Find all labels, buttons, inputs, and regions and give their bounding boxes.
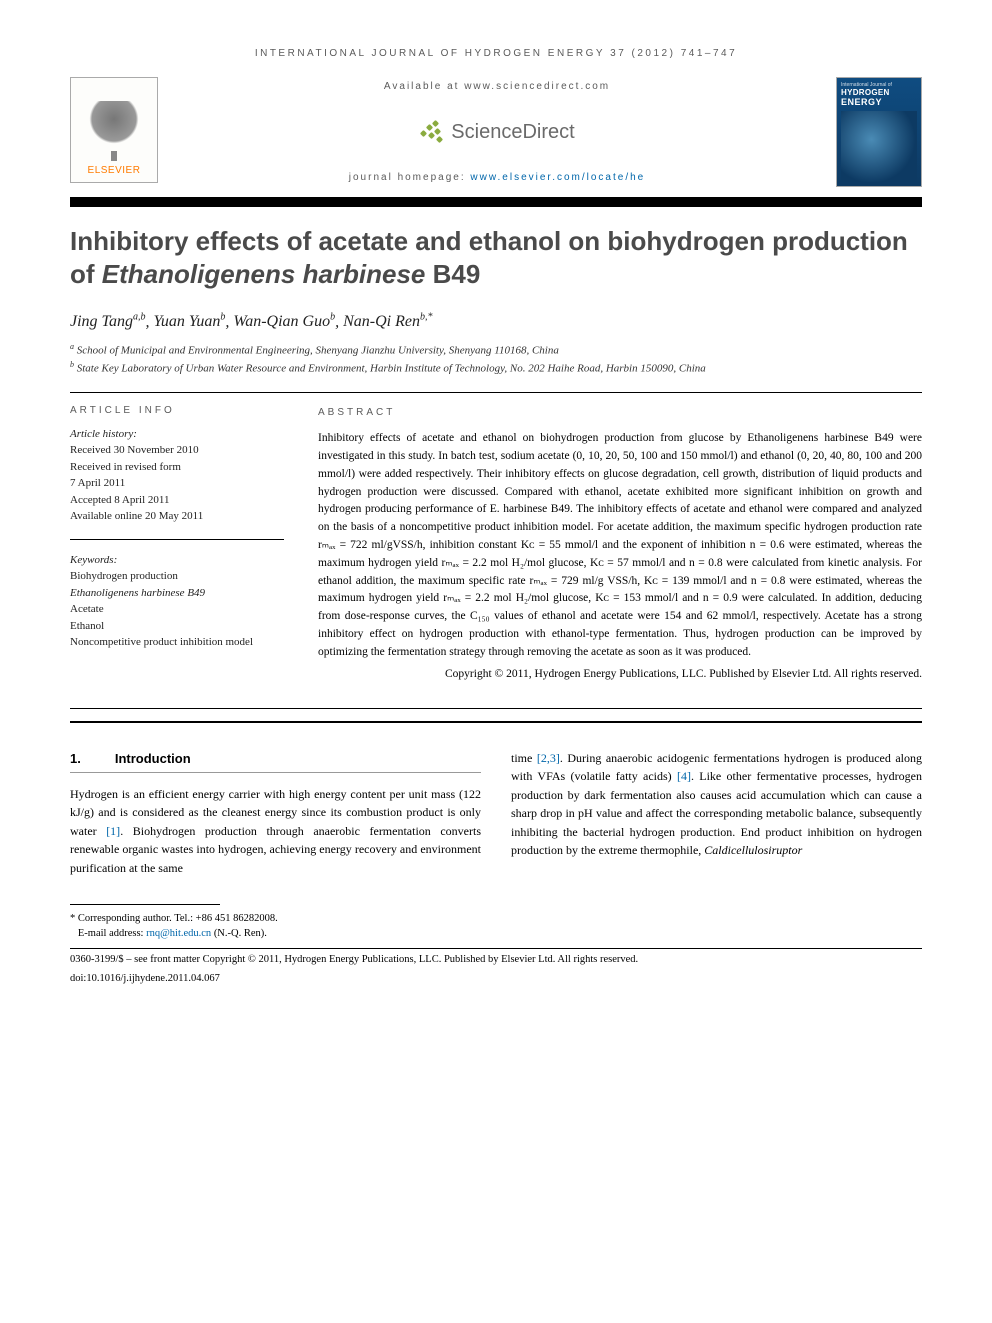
thick-divider: [70, 721, 922, 723]
section-number: 1.: [70, 749, 81, 769]
sciencedirect-mark-icon: [419, 119, 445, 145]
footnotes: * Corresponding author. Tel.: +86 451 86…: [70, 911, 922, 943]
keyword: Biohydrogen production: [70, 568, 284, 585]
title-part-italic: Ethanoligenens harbinese: [102, 259, 426, 289]
email-link[interactable]: rnq@hit.edu.cn: [146, 928, 211, 939]
history-item: Received 30 November 2010: [70, 442, 284, 459]
front-matter-line: 0360-3199/$ – see front matter Copyright…: [70, 952, 922, 968]
divider: [70, 539, 284, 540]
keywords-label: Keywords:: [70, 552, 284, 569]
elsevier-logo: ELSEVIER: [70, 77, 158, 183]
keyword: Ethanol: [70, 618, 284, 635]
sciencedirect-wordmark: ScienceDirect: [451, 121, 574, 144]
divider: [70, 708, 922, 709]
doi-line: doi:10.1016/j.ijhydene.2011.04.067: [70, 971, 922, 987]
author: Wan-Qian Guob: [233, 313, 335, 330]
footnote-rule: [70, 904, 220, 905]
email-line: E-mail address: rnq@hit.edu.cn (N.-Q. Re…: [70, 926, 922, 942]
citation-link[interactable]: [1]: [106, 824, 120, 838]
cover-line3: ENERGY: [841, 97, 917, 107]
masthead-row: ELSEVIER Available at www.sciencedirect.…: [70, 77, 922, 187]
body-column-right: time [2,3]. During anaerobic acidogenic …: [511, 749, 922, 878]
article-info-head: ARTICLE INFO: [70, 405, 284, 416]
history-item: Received in revised form: [70, 459, 284, 476]
elsevier-tree-icon: [89, 101, 139, 161]
affiliation: b State Key Laboratory of Urban Water Re…: [70, 359, 922, 377]
body-column-left: 1. Introduction Hydrogen is an efficient…: [70, 749, 481, 878]
cover-line2: HYDROGEN: [841, 88, 917, 97]
cover-image-icon: [841, 111, 917, 182]
divider: [70, 948, 922, 949]
section-heading: 1. Introduction: [70, 749, 481, 773]
journal-homepage-line: journal homepage: www.elsevier.com/locat…: [176, 172, 818, 183]
available-at-line: Available at www.sciencedirect.com: [176, 81, 818, 92]
paragraph: Hydrogen is an efficient energy carrier …: [70, 785, 481, 878]
citation-link[interactable]: [4]: [677, 769, 691, 783]
author-list: Jing Tanga,b, Yuan Yuanb, Wan-Qian Guob,…: [70, 312, 922, 331]
history-label: Article history:: [70, 426, 284, 443]
keyword: Noncompetitive product inhibition model: [70, 634, 284, 651]
author: Yuan Yuanb: [153, 313, 225, 330]
affiliations: a School of Municipal and Environmental …: [70, 341, 922, 377]
affiliation: a School of Municipal and Environmental …: [70, 341, 922, 359]
corresponding-author: * Corresponding author. Tel.: +86 451 86…: [70, 911, 922, 927]
article-history: Article history: Received 30 November 20…: [70, 426, 284, 525]
doi-link[interactable]: 10.1016/j.ijhydene.2011.04.067: [86, 973, 219, 984]
homepage-link[interactable]: www.elsevier.com/locate/he: [470, 172, 645, 183]
author: Nan-Qi Renb,*: [343, 313, 432, 330]
paragraph: time [2,3]. During anaerobic acidogenic …: [511, 749, 922, 861]
journal-cover-thumbnail: International Journal of HYDROGEN ENERGY: [836, 77, 922, 187]
citation-link[interactable]: [2,3]: [537, 751, 560, 765]
running-head: INTERNATIONAL JOURNAL OF HYDROGEN ENERGY…: [70, 48, 922, 59]
history-item: 7 April 2011: [70, 475, 284, 492]
info-abstract-row: ARTICLE INFO Article history: Received 3…: [70, 405, 922, 684]
cover-line1: International Journal of: [841, 82, 917, 88]
homepage-prefix: journal homepage:: [349, 172, 471, 183]
abstract-column: ABSTRACT Inhibitory effects of acetate a…: [318, 405, 922, 684]
history-item: Available online 20 May 2011: [70, 508, 284, 525]
article-info-column: ARTICLE INFO Article history: Received 3…: [70, 405, 284, 684]
history-item: Accepted 8 April 2011: [70, 492, 284, 509]
abstract-body: Inhibitory effects of acetate and ethano…: [318, 430, 922, 662]
title-top-bar: [70, 197, 922, 207]
abstract-copyright: Copyright © 2011, Hydrogen Energy Public…: [318, 666, 922, 684]
sciencedirect-logo: ScienceDirect: [176, 119, 818, 145]
author: Jing Tanga,b: [70, 313, 145, 330]
body-columns: 1. Introduction Hydrogen is an efficient…: [70, 749, 922, 878]
center-masthead: Available at www.sciencedirect.com Scien…: [176, 77, 818, 187]
keyword: Acetate: [70, 601, 284, 618]
abstract-head: ABSTRACT: [318, 405, 922, 421]
keywords-block: Keywords: Biohydrogen production Ethanol…: [70, 552, 284, 651]
section-title: Introduction: [115, 749, 191, 769]
divider: [70, 392, 922, 393]
keyword: Ethanoligenens harbinese B49: [70, 585, 284, 602]
elsevier-wordmark: ELSEVIER: [88, 165, 141, 176]
article-title: Inhibitory effects of acetate and ethano…: [70, 225, 922, 290]
title-part-post: B49: [425, 259, 480, 289]
